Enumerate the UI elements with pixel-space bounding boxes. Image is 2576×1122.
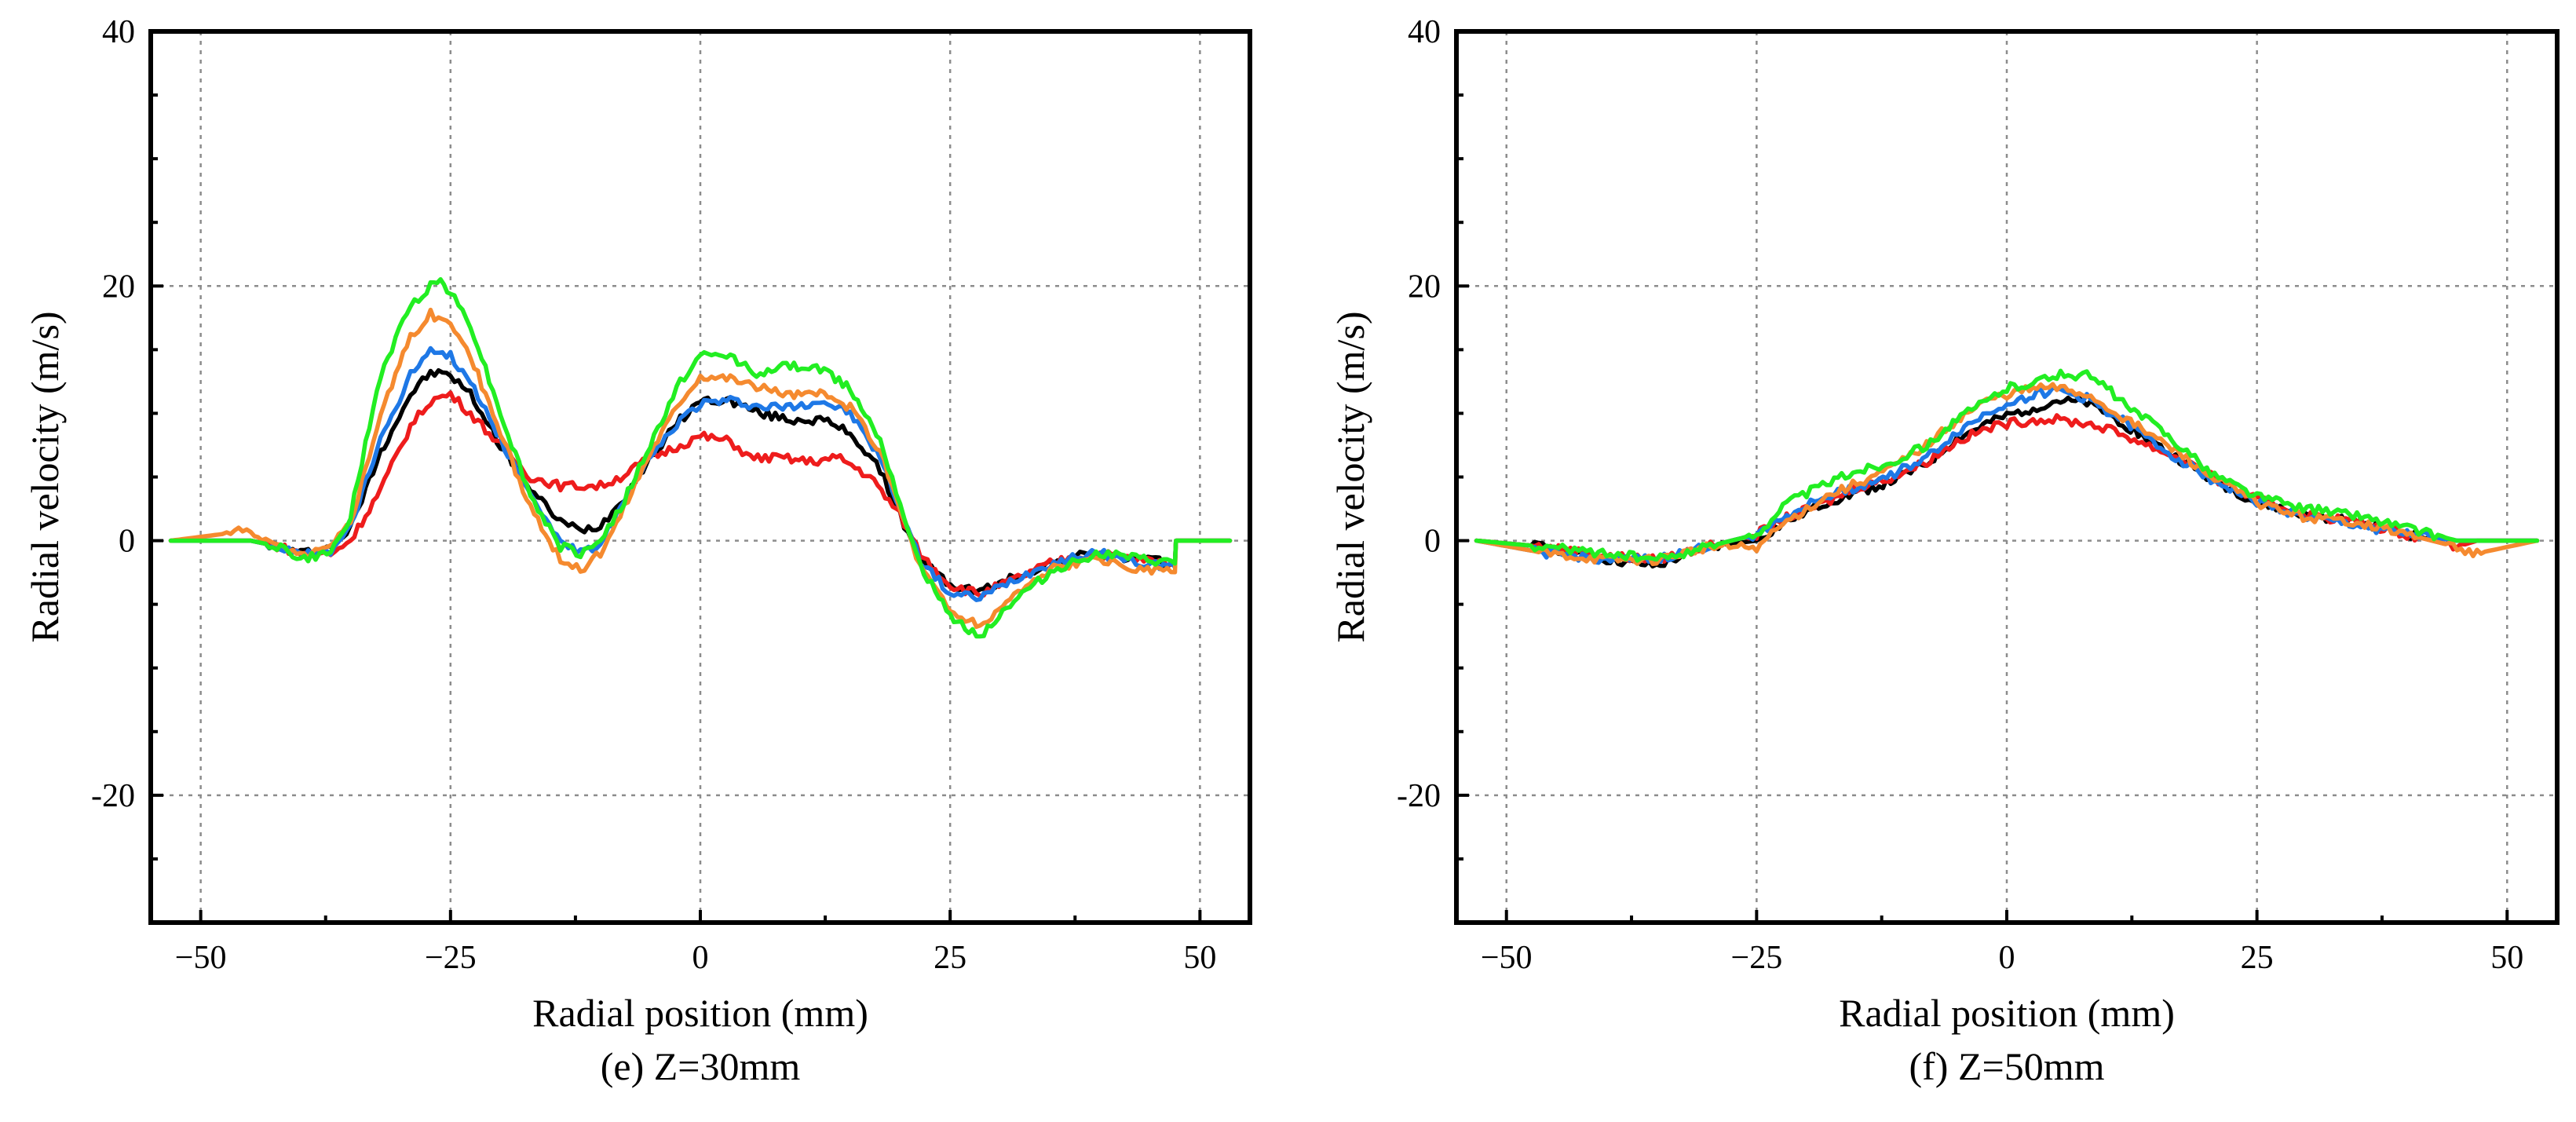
x-tick-label: 25 bbox=[934, 940, 966, 976]
y-tick-label: 0 bbox=[119, 524, 135, 560]
x-axis-title: Radial position (mm) bbox=[532, 991, 868, 1035]
x-tick-label: 0 bbox=[1999, 940, 2015, 976]
x-tick-labels: −50 −25 0 25 50 bbox=[175, 940, 1217, 976]
axis-ticks bbox=[151, 30, 1202, 924]
y-tick-label: 40 bbox=[1408, 14, 1441, 50]
y-axis-title: Radial velocity (m/s) bbox=[1328, 311, 1372, 642]
panel-caption: (f) Z=50mm bbox=[1909, 1044, 2105, 1088]
y-tick-label: -20 bbox=[1397, 778, 1441, 814]
y-tick-labels: -20 0 20 40 bbox=[91, 14, 135, 814]
chart-panel-z50: −50 −25 0 25 50 -20 0 20 40 Radial position (mm… bbox=[1328, 14, 2560, 1088]
y-tick-label: 0 bbox=[1424, 524, 1441, 560]
chart-panel-z30: −50 −25 0 25 50 -20 0 20 40 Radial position (mm… bbox=[23, 14, 1252, 1088]
x-tick-label: −50 bbox=[175, 940, 227, 976]
x-tick-label: −25 bbox=[425, 940, 477, 976]
y-tick-label: -20 bbox=[91, 778, 135, 814]
series-line-green bbox=[168, 276, 1233, 639]
series-lines bbox=[168, 276, 1233, 639]
series-lines bbox=[1474, 368, 2540, 569]
grid-lines bbox=[151, 31, 1250, 923]
y-tick-label: 20 bbox=[1408, 269, 1441, 305]
x-tick-label: 50 bbox=[2490, 940, 2523, 976]
series-line-orange bbox=[1474, 382, 2540, 566]
y-tick-label: 20 bbox=[102, 269, 135, 305]
x-axis-title: Radial position (mm) bbox=[1839, 991, 2175, 1035]
x-tick-label: 50 bbox=[1183, 940, 1216, 976]
y-tick-labels: -20 0 20 40 bbox=[1397, 14, 1441, 814]
grid-lines bbox=[1456, 31, 2557, 923]
x-tick-label: −50 bbox=[1481, 940, 1533, 976]
y-axis-title: Radial velocity (m/s) bbox=[23, 311, 67, 642]
axis-ticks bbox=[1456, 30, 2509, 924]
panel-caption: (e) Z=30mm bbox=[601, 1044, 801, 1088]
series-line-green bbox=[1474, 368, 2540, 563]
x-tick-label: 25 bbox=[2241, 940, 2274, 976]
series-line-red bbox=[168, 390, 1233, 598]
y-tick-label: 40 bbox=[102, 14, 135, 50]
x-tick-label: −25 bbox=[1731, 940, 1783, 976]
x-tick-labels: −50 −25 0 25 50 bbox=[1481, 940, 2523, 976]
x-tick-label: 0 bbox=[692, 940, 709, 976]
